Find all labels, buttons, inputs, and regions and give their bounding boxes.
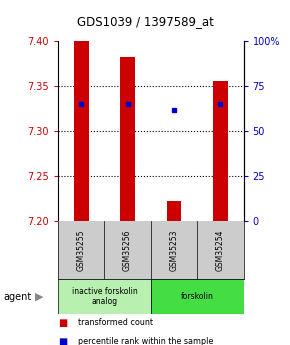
Bar (151, 279, 244, 314)
Text: ▶: ▶ (35, 292, 44, 302)
Text: GSM35254: GSM35254 (216, 229, 225, 271)
Bar (58, 279, 151, 314)
Bar (166, 201, 182, 221)
Text: ■: ■ (58, 318, 67, 327)
Text: forskolin: forskolin (181, 292, 214, 301)
Text: GDS1039 / 1397589_at: GDS1039 / 1397589_at (77, 16, 213, 29)
Text: GSM35256: GSM35256 (123, 229, 132, 271)
Text: inactive forskolin
analog: inactive forskolin analog (72, 287, 137, 306)
Bar (213, 81, 228, 221)
Text: transformed count: transformed count (78, 318, 153, 327)
Text: GSM35253: GSM35253 (169, 229, 179, 271)
Bar (120, 57, 135, 221)
Bar (74, 41, 89, 221)
Text: agent: agent (3, 292, 31, 302)
Text: ■: ■ (58, 337, 67, 345)
Text: percentile rank within the sample: percentile rank within the sample (78, 337, 214, 345)
Text: GSM35255: GSM35255 (77, 229, 86, 271)
